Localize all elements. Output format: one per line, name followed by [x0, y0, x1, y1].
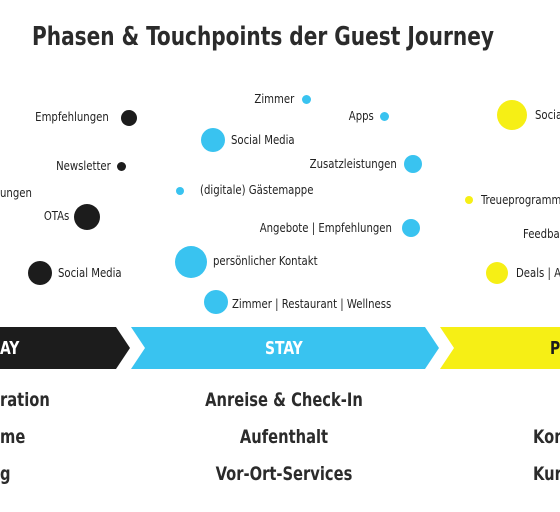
touchpoint-dot: [404, 155, 422, 173]
touchpoint-dot: [117, 162, 126, 171]
touchpoint-dot: [175, 246, 207, 278]
phase-item: Vor-Ort-Services: [215, 463, 353, 485]
phase-label-pre: AY: [0, 338, 20, 359]
phase-item: Anreise & Check-In: [205, 389, 363, 411]
phase-item: Kur: [533, 463, 560, 485]
touchpoint-dot: [28, 261, 52, 285]
touchpoint-label: Deals | A: [516, 265, 560, 280]
touchpoint-label: Zusatzleistungen: [309, 156, 397, 171]
touchpoint-label: ungen: [0, 185, 32, 200]
touchpoint-dot: [402, 219, 420, 237]
phase-label-stay: STAY: [265, 338, 303, 359]
phase-item: me: [0, 426, 26, 448]
touchpoint-label: Apps: [348, 108, 374, 123]
touchpoint-label: OTAs: [43, 208, 69, 223]
touchpoint-dot: [74, 204, 100, 230]
touchpoint-dot: [176, 187, 184, 195]
touchpoint-label: Treueprogramm: [481, 192, 560, 207]
touchpoint-label: persönlicher Kontakt: [213, 253, 318, 268]
phase-arrow-post: [440, 327, 560, 369]
touchpoint-label: Zimmer: [254, 91, 294, 106]
touchpoint-dot: [465, 196, 473, 204]
phase-item: g: [0, 463, 11, 485]
phase-band: [0, 327, 560, 369]
touchpoint-dot: [497, 100, 527, 130]
touchpoint-dot: [380, 112, 389, 121]
touchpoint-label: Feedba: [523, 226, 560, 241]
touchpoint-label: Zimmer | Restaurant | Wellness: [232, 296, 392, 311]
phase-arrow-stay: [131, 327, 439, 369]
touchpoint-dot: [302, 95, 311, 104]
touchpoint-dot: [204, 290, 228, 314]
touchpoint-label: Angebote | Empfehlungen: [259, 220, 392, 235]
phase-label-post: P: [550, 338, 560, 359]
phase-arrow-pre: [0, 327, 130, 369]
phase-item: Kon: [533, 426, 560, 448]
touchpoint-label: (digitale) Gästemappe: [200, 182, 314, 197]
phase-item: ration: [0, 389, 50, 411]
touchpoint-dot: [201, 128, 225, 152]
touchpoint-label: Social Media: [231, 132, 295, 147]
touchpoint-label: Social Media: [58, 265, 122, 280]
touchpoint-label: Socia: [535, 107, 560, 122]
touchpoint-dot: [486, 262, 508, 284]
diagram-title: Phasen & Touchpoints der Guest Journey: [32, 22, 494, 52]
touchpoint-label: Empfehlungen: [35, 109, 109, 124]
phase-item: Aufenthalt: [239, 426, 329, 448]
touchpoint-dot: [121, 110, 137, 126]
touchpoint-label: Newsletter: [56, 158, 111, 173]
